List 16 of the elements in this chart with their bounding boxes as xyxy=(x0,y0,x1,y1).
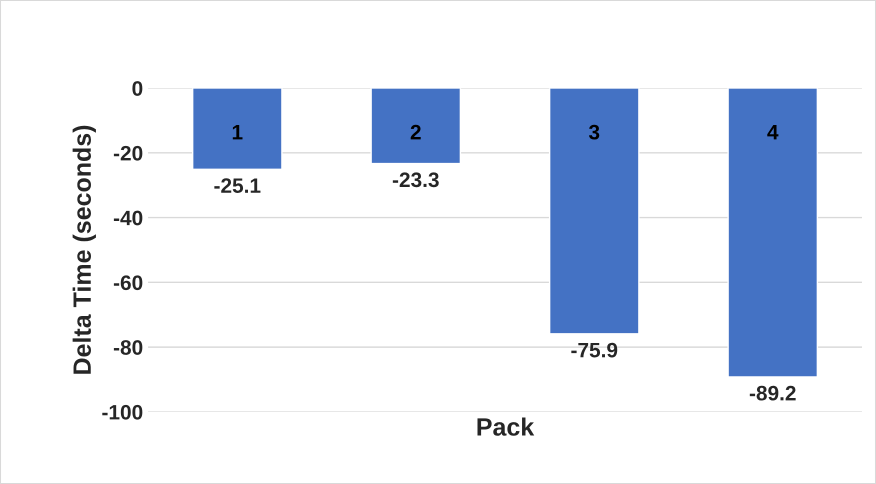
data-label: -25.1 xyxy=(214,178,260,193)
x-tick-label: 1 xyxy=(232,124,242,140)
x-tick-label: 4 xyxy=(767,124,778,140)
y-tick-label: 0 xyxy=(132,81,142,96)
data-label: -89.2 xyxy=(750,386,796,401)
y-tick-label: -60 xyxy=(114,275,142,290)
data-label: -23.3 xyxy=(392,172,439,188)
x-tick-label: 2 xyxy=(410,124,421,140)
x-axis-title: Pack xyxy=(477,417,534,436)
y-tick-label: -20 xyxy=(114,146,142,161)
x-tick-label: 3 xyxy=(588,124,600,140)
y-tick-label: -100 xyxy=(102,404,142,420)
y-axis-title: Delta Time (seconds) xyxy=(72,126,96,374)
y-tick-label: -40 xyxy=(114,210,142,226)
y-tick-label: -80 xyxy=(114,340,142,355)
data-label: -75.9 xyxy=(571,342,618,358)
